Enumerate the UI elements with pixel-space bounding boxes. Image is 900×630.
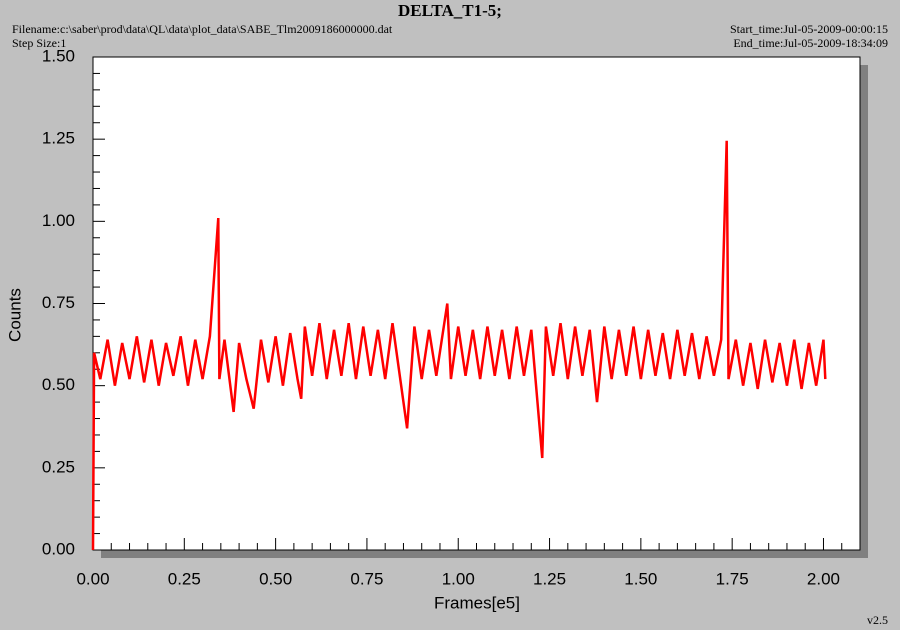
- y-tick-label: 1.50: [42, 46, 75, 65]
- y-tick-label: 1.25: [42, 129, 75, 148]
- x-axis-label: Frames[e5]: [434, 593, 520, 612]
- version: v2.5: [867, 613, 888, 627]
- plot-area: [92, 56, 861, 551]
- start-time: Start_time:Jul-05-2009-00:00:15: [730, 22, 888, 36]
- x-tick-label: 0.25: [168, 569, 201, 588]
- y-tick-label: 0.00: [42, 539, 75, 558]
- end-time: End_time:Jul-05-2009-18:34:09: [733, 36, 888, 50]
- y-axis-label: Counts: [5, 288, 24, 342]
- x-tick-label: 1.75: [716, 569, 749, 588]
- filename: Filename:c:\saber\prod\data\QL\data\plot…: [12, 22, 393, 36]
- x-tick-label: 0.50: [259, 569, 292, 588]
- chart-title: DELTA_T1-5;: [398, 1, 502, 20]
- y-tick-label: 0.50: [42, 375, 75, 394]
- x-tick-label: 1.50: [624, 569, 657, 588]
- step-size: Step Size:1: [12, 36, 66, 50]
- data-line: [91, 140, 827, 551]
- x-tick-label: 0.75: [350, 569, 383, 588]
- x-tick-label: 1.00: [442, 569, 475, 588]
- x-tick-label: 0.00: [76, 569, 109, 588]
- x-tick-label: 1.25: [533, 569, 566, 588]
- x-tick-label: 2.00: [807, 569, 840, 588]
- y-tick-label: 1.00: [42, 211, 75, 230]
- y-tick-label: 0.25: [42, 457, 75, 476]
- y-tick-label: 0.75: [42, 293, 75, 312]
